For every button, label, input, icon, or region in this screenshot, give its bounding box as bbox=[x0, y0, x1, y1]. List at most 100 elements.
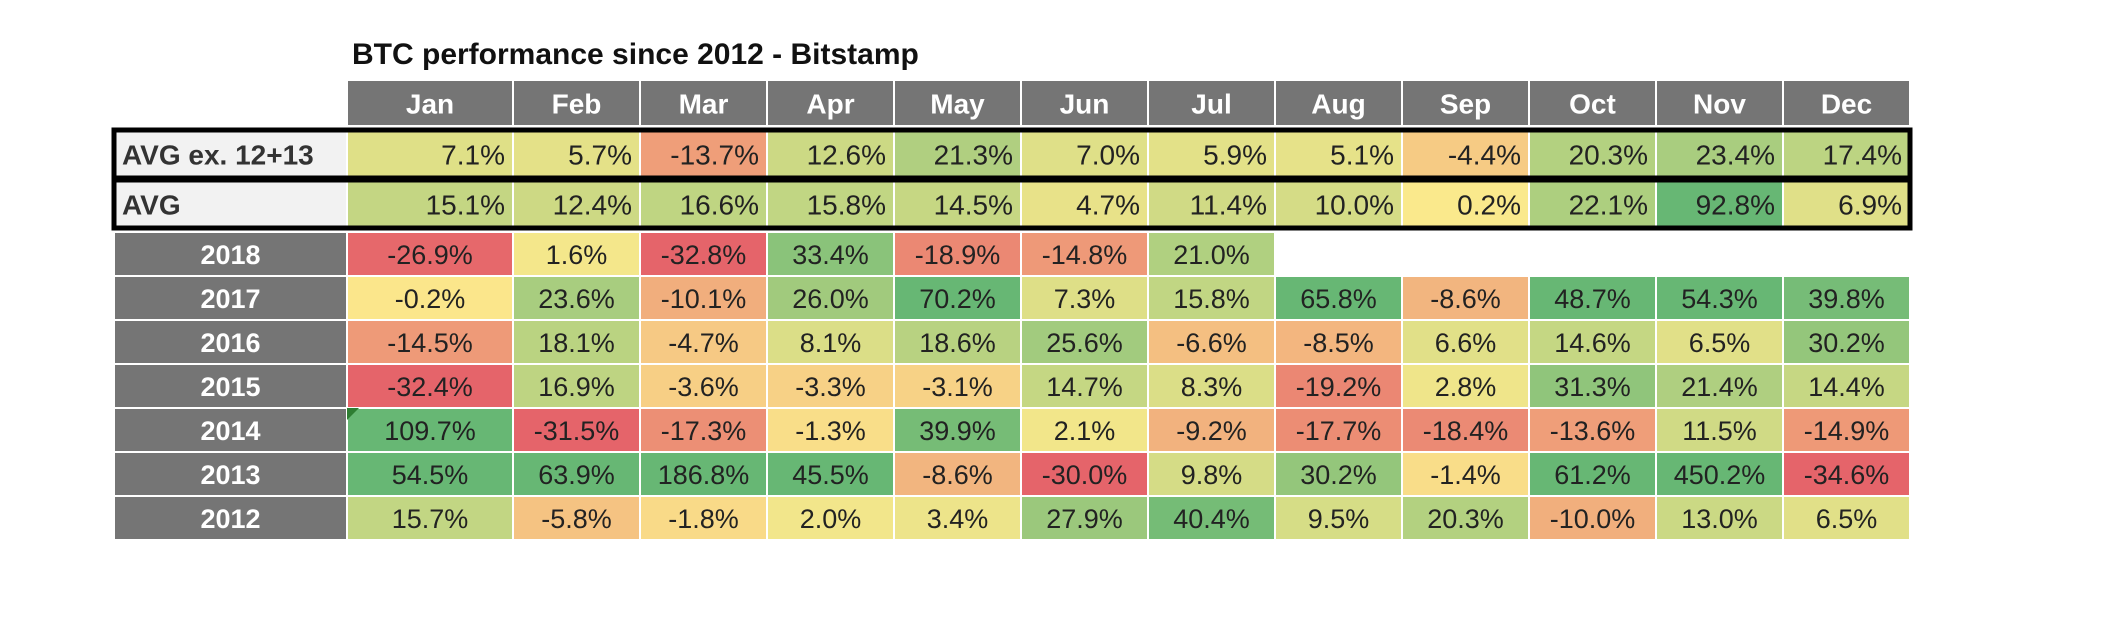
year-label: 2014 bbox=[200, 416, 260, 446]
month-header-label: May bbox=[930, 89, 985, 120]
data-value: 13.0% bbox=[1681, 504, 1758, 534]
data-value: 15.7% bbox=[392, 504, 469, 534]
data-value: 2.0% bbox=[800, 504, 862, 534]
summary-value: 17.4% bbox=[1823, 140, 1902, 171]
data-value: 70.2% bbox=[919, 284, 996, 314]
data-value: -8.5% bbox=[1303, 328, 1374, 358]
data-cell bbox=[512, 319, 641, 365]
year-label-cell bbox=[113, 451, 348, 497]
data-value: 65.8% bbox=[1300, 284, 1377, 314]
data-value: -18.4% bbox=[1423, 416, 1509, 446]
data-value: -1.8% bbox=[668, 504, 739, 534]
data-value: -30.0% bbox=[1042, 460, 1128, 490]
data-value: -1.3% bbox=[795, 416, 866, 446]
data-cell bbox=[766, 231, 895, 277]
month-header-label: Jul bbox=[1191, 89, 1231, 120]
summary-value: 7.0% bbox=[1076, 140, 1140, 171]
summary-value: 7.1% bbox=[441, 140, 505, 171]
summary-value: 4.7% bbox=[1076, 190, 1140, 221]
summary-cell bbox=[1147, 179, 1276, 229]
data-value: -14.8% bbox=[1042, 240, 1128, 270]
data-cell bbox=[512, 495, 641, 541]
header-cell bbox=[893, 79, 1022, 127]
data-cell bbox=[512, 451, 641, 497]
month-header-label: Sep bbox=[1440, 89, 1491, 120]
header-cell bbox=[766, 79, 895, 127]
data-value: 8.1% bbox=[800, 328, 862, 358]
data-value: -3.6% bbox=[668, 372, 739, 402]
summary-row-label: AVG bbox=[122, 190, 181, 221]
data-cell bbox=[639, 275, 768, 321]
summary-cell bbox=[1782, 179, 1911, 229]
data-value: -1.4% bbox=[1430, 460, 1501, 490]
data-cell bbox=[512, 231, 641, 277]
summary-cell bbox=[1655, 129, 1784, 179]
month-header-label: Aug bbox=[1311, 89, 1365, 120]
data-value: 2.8% bbox=[1435, 372, 1497, 402]
data-value: 8.3% bbox=[1181, 372, 1243, 402]
summary-value: -4.4% bbox=[1448, 140, 1521, 171]
data-value: -26.9% bbox=[387, 240, 473, 270]
data-value: 9.8% bbox=[1181, 460, 1243, 490]
month-header-label: Dec bbox=[1821, 89, 1872, 120]
data-cell bbox=[893, 363, 1022, 409]
month-header-label: Nov bbox=[1693, 89, 1746, 120]
data-cell bbox=[639, 363, 768, 409]
data-value: 11.5% bbox=[1682, 416, 1757, 446]
data-cell bbox=[1401, 275, 1530, 321]
data-value: -10.0% bbox=[1550, 504, 1636, 534]
year-label-cell bbox=[113, 275, 348, 321]
year-label-cell bbox=[113, 231, 348, 277]
month-header-label: Oct bbox=[1569, 89, 1616, 120]
year-label-cell bbox=[113, 407, 348, 453]
summary-row-label: AVG ex. 12+13 bbox=[122, 140, 314, 171]
data-value: -32.8% bbox=[661, 240, 747, 270]
data-value: 14.7% bbox=[1046, 372, 1123, 402]
data-cell bbox=[1655, 495, 1784, 541]
summary-value: 92.8% bbox=[1696, 190, 1775, 221]
data-value: -17.7% bbox=[1296, 416, 1382, 446]
data-cell bbox=[1274, 451, 1403, 497]
header-cell bbox=[1020, 79, 1149, 127]
data-cell bbox=[1147, 363, 1276, 409]
data-value: -10.1% bbox=[661, 284, 747, 314]
header-cell bbox=[1274, 79, 1403, 127]
data-value: 18.6% bbox=[919, 328, 996, 358]
data-cell bbox=[1274, 275, 1403, 321]
data-cell bbox=[1274, 495, 1403, 541]
year-label: 2016 bbox=[200, 328, 260, 358]
data-cell bbox=[1147, 275, 1276, 321]
data-cell bbox=[893, 275, 1022, 321]
data-value: 26.0% bbox=[792, 284, 869, 314]
cell-indicator-triangle bbox=[347, 408, 359, 420]
summary-value: 16.6% bbox=[680, 190, 759, 221]
data-value: -13.6% bbox=[1550, 416, 1636, 446]
year-label-cell bbox=[113, 363, 348, 409]
year-label: 2018 bbox=[200, 240, 260, 270]
data-cell bbox=[1274, 319, 1403, 365]
summary-label-cell bbox=[114, 130, 347, 178]
summary-value: 12.6% bbox=[807, 140, 886, 171]
summary-value: 14.5% bbox=[934, 190, 1013, 221]
month-header-label: Jan bbox=[406, 89, 454, 120]
summary-value: 5.9% bbox=[1203, 140, 1267, 171]
data-value: -17.3% bbox=[661, 416, 747, 446]
data-value: -6.6% bbox=[1176, 328, 1247, 358]
data-value: -8.6% bbox=[1430, 284, 1501, 314]
data-value: 21.0% bbox=[1173, 240, 1250, 270]
data-value: 7.3% bbox=[1054, 284, 1116, 314]
data-value: 186.8% bbox=[658, 460, 750, 490]
data-value: 21.4% bbox=[1681, 372, 1758, 402]
data-cell bbox=[346, 407, 514, 453]
data-value: 31.3% bbox=[1554, 372, 1631, 402]
data-value: -0.2% bbox=[395, 284, 466, 314]
data-cell bbox=[1782, 319, 1911, 365]
data-value: 30.2% bbox=[1300, 460, 1377, 490]
data-value: -9.2% bbox=[1176, 416, 1247, 446]
header-cell bbox=[512, 79, 641, 127]
data-cell bbox=[766, 451, 895, 497]
data-value: 15.8% bbox=[1173, 284, 1250, 314]
summary-value: 21.3% bbox=[934, 140, 1013, 171]
data-value: 61.2% bbox=[1554, 460, 1631, 490]
data-value: -19.2% bbox=[1296, 372, 1382, 402]
